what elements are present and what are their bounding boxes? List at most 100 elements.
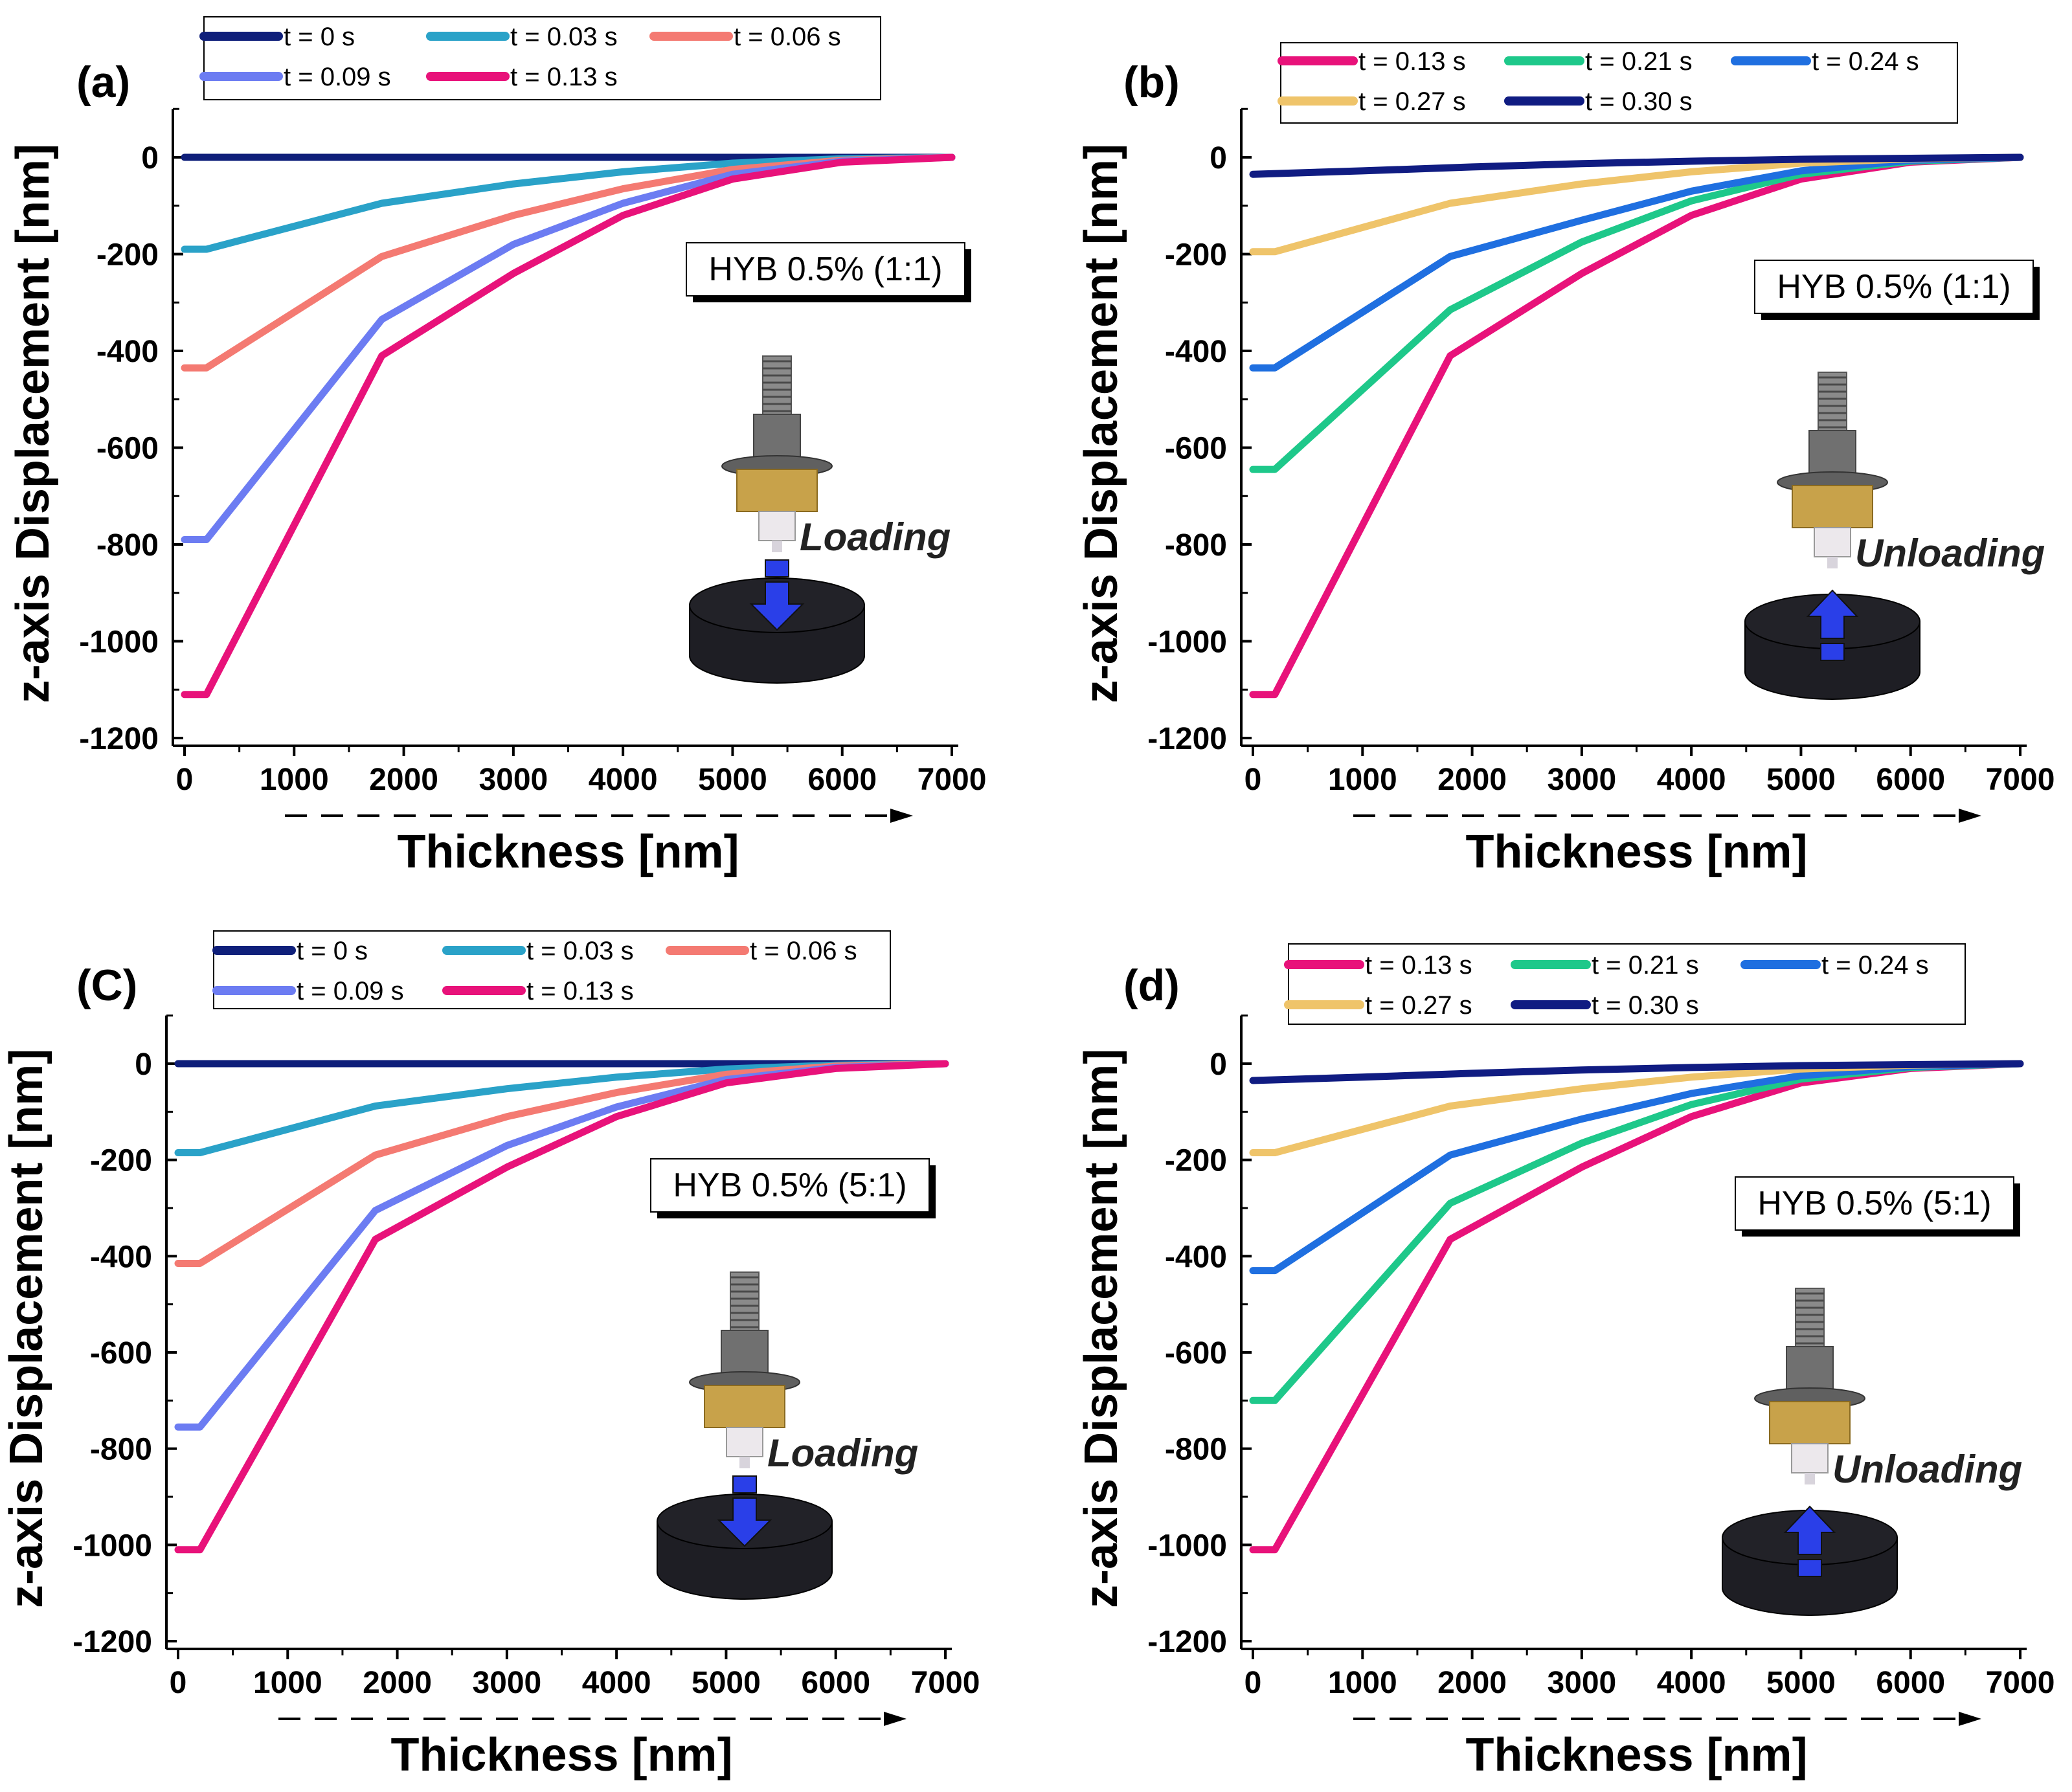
x-tick-label: 0	[1244, 1666, 1262, 1700]
legend-box	[213, 930, 891, 1009]
material-label-box	[686, 242, 965, 297]
legend-entry: t = 0.13 s	[526, 977, 634, 1005]
y-tick-label: -800	[90, 1433, 152, 1467]
tip-point	[772, 541, 782, 552]
arrow-down	[717, 1497, 772, 1547]
legend-entry: t = 0.13 s	[510, 63, 618, 91]
x-tick-label: 4000	[582, 1666, 651, 1700]
chart-panel-3: 0 -200 -400 -600 -800 -1000 -1200 0 1000 2000 3000…	[1075, 943, 2055, 1781]
legend-box	[203, 16, 881, 100]
arrow-block	[1797, 1559, 1822, 1577]
x-axis-label: Thickness [nm]	[397, 826, 739, 878]
x-tick-label: 7000	[911, 1666, 980, 1700]
y-tick-label: -1000	[73, 1529, 152, 1563]
x-tick-label: 6000	[1876, 763, 1945, 797]
series-line-3	[181, 153, 956, 543]
indenter-tip-icon	[721, 355, 833, 552]
y-axis-label: z-axis Displacement [nm]	[1075, 144, 1127, 703]
x-tick-label: 2000	[1437, 763, 1507, 797]
x-tick-label: 6000	[807, 763, 877, 797]
thread-shaft	[1818, 372, 1847, 431]
y-tick-label: -400	[96, 335, 159, 369]
tip-point	[1805, 1473, 1815, 1484]
material-label: HYB 0.5% (5:1)	[1757, 1185, 1991, 1222]
thread-shaft	[730, 1271, 760, 1331]
action-label: Loading	[800, 515, 951, 559]
x-tick-label: 3000	[479, 763, 548, 797]
series-line-4	[181, 153, 956, 699]
x-tick-label: 2000	[1437, 1666, 1507, 1700]
y-tick-label: -400	[1165, 335, 1227, 369]
x-tick-label: 5000	[1766, 1666, 1836, 1700]
x-tick-label: 4000	[1657, 763, 1726, 797]
thread-shaft	[762, 355, 792, 415]
direction-arrow-icon	[1806, 589, 1859, 661]
x-tick-label: 2000	[369, 763, 438, 797]
legend-entry: t = 0.03 s	[526, 937, 634, 965]
y-tick-label: -1000	[79, 625, 159, 660]
indenter-tip-icon	[1754, 1288, 1865, 1484]
panel-label: (b)	[1123, 58, 1180, 107]
y-tick-label: -200	[1165, 238, 1227, 273]
tip-holder	[726, 1427, 763, 1457]
x-tick-label: 3000	[1547, 1666, 1616, 1700]
arrow-up	[1783, 1505, 1836, 1555]
panel-label: (d)	[1123, 961, 1180, 1010]
x-tick-label: 6000	[801, 1666, 870, 1700]
series-line-3	[174, 1060, 949, 1431]
legend-entry: t = 0.06 s	[734, 23, 841, 51]
hex-body	[721, 1330, 769, 1376]
y-tick-label: -200	[96, 238, 159, 273]
tip-point	[1827, 557, 1838, 568]
tip-holder	[1814, 527, 1851, 557]
arrowhead-icon	[884, 1712, 906, 1726]
x-tick-label: 6000	[1876, 1666, 1945, 1700]
legend-entry: t = 0.30 s	[1585, 87, 1693, 116]
legend-entry: t = 0.09 s	[297, 977, 404, 1005]
legend-entry: t = 0.13 s	[1358, 47, 1466, 76]
y-tick-label: -600	[90, 1336, 152, 1371]
direction-arrow-icon	[717, 1475, 772, 1547]
legend-entry: t = 0.21 s	[1585, 47, 1693, 76]
legend-entry: t = 0.06 s	[750, 937, 857, 965]
action-label: Unloading	[1855, 532, 2045, 575]
x-tick-label: 1000	[1328, 763, 1397, 797]
y-tick-label: -600	[96, 432, 159, 466]
x-tick-label: 4000	[1657, 1666, 1726, 1700]
chart-panel-1: 0 -200 -400 -600 -800 -1000 -1200 0 1000 2000 3000…	[1075, 42, 2055, 878]
legend-box	[1280, 42, 1958, 124]
y-tick-label: 0	[1210, 141, 1227, 175]
y-tick-label: -800	[1165, 528, 1227, 563]
x-tick-label: 7000	[918, 763, 987, 797]
arrow-down	[749, 581, 805, 631]
y-tick-label: -600	[1165, 432, 1227, 466]
x-tick-label: 1000	[1328, 1666, 1397, 1700]
arrow-up	[1806, 589, 1859, 639]
y-tick-label: -1000	[1147, 625, 1227, 660]
legend-entry: t = 0.27 s	[1358, 87, 1466, 116]
y-tick-label: -1200	[79, 722, 159, 756]
x-tick-label: 2000	[363, 1666, 432, 1700]
legend-entry: t = 0.30 s	[1592, 991, 1699, 1020]
panel-label: (a)	[76, 58, 130, 107]
x-tick-label: 7000	[1986, 1666, 2055, 1700]
x-tick-label: 5000	[692, 1666, 761, 1700]
material-label: HYB 0.5% (1:1)	[1777, 268, 2010, 306]
x-axis-label: Thickness [nm]	[1465, 826, 1807, 878]
x-tick-label: 1000	[253, 1666, 322, 1700]
x-tick-label: 5000	[1766, 763, 1836, 797]
hex-body	[1808, 430, 1856, 476]
series-line-4	[1249, 153, 2024, 178]
legend-box	[1288, 943, 1966, 1025]
y-axis-label: z-axis Displacement [nm]	[7, 144, 59, 703]
indenter-tip-icon	[689, 1271, 800, 1468]
chart-panel-0: 0 -200 -400 -600 -800 -1000 -1200 0 1000 2000 3000…	[7, 16, 987, 878]
action-label: Unloading	[1832, 1448, 2022, 1491]
hex-body	[753, 414, 801, 460]
brass-body	[704, 1385, 785, 1428]
y-tick-label: -1200	[1147, 1625, 1227, 1659]
brass-body	[736, 469, 818, 512]
y-tick-label: -1200	[73, 1625, 152, 1659]
arrowhead-icon	[890, 809, 913, 823]
